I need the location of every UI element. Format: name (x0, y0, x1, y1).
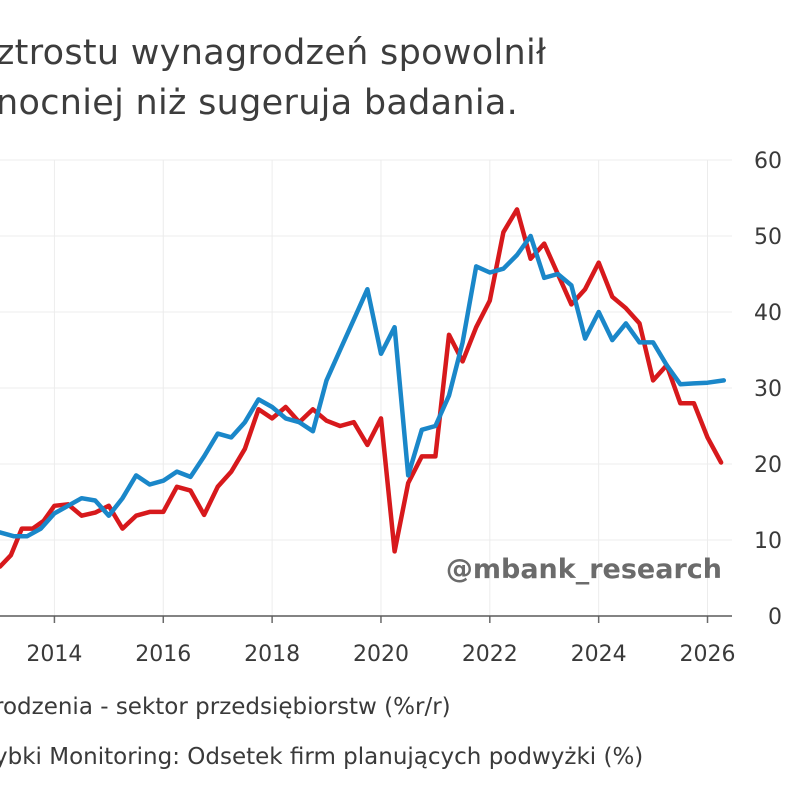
series-lines (0, 207, 727, 569)
series-line-survey (0, 233, 727, 539)
x-tick-label: 2014 (26, 642, 82, 667)
y-tick-label: 20 (754, 453, 782, 478)
y-tick-label: 30 (754, 377, 782, 402)
chart-title-line-1: ztrostu wynagrodzeń spowolnił (0, 33, 547, 73)
y-tick-label: 10 (754, 529, 782, 554)
x-tick-label: 2022 (462, 642, 518, 667)
y-tick-label: 0 (768, 605, 782, 630)
grid-lines (0, 159, 732, 616)
x-tick-label: 2026 (680, 642, 736, 667)
chart-title-line-2: nocniej niż sugeruja badania. (0, 83, 519, 123)
legend-entry-wages: rodzenia - sektor przedsiębiorstw (%r/r) (0, 694, 451, 720)
legend-entry-survey: ybki Monitoring: Odsetek firm planującyc… (0, 744, 644, 770)
y-axis: 0 10 20 30 40 50 60 (754, 149, 782, 630)
x-tick-label: 2020 (353, 642, 409, 667)
x-tick-label: 2024 (571, 642, 627, 667)
chart-title: ztrostu wynagrodzeń spowolnił nocniej ni… (0, 28, 546, 128)
y-tick-label: 50 (754, 225, 782, 250)
series-line-wages (0, 207, 724, 569)
y-tick-label: 60 (754, 149, 782, 174)
x-tick-label: 2016 (135, 642, 191, 667)
x-tick-label: 2018 (244, 642, 300, 667)
y-tick-label: 40 (754, 301, 782, 326)
x-axis: 2014 2016 2018 2020 2022 2024 2026 (0, 615, 736, 667)
watermark-text: @mbank_research (446, 554, 722, 585)
